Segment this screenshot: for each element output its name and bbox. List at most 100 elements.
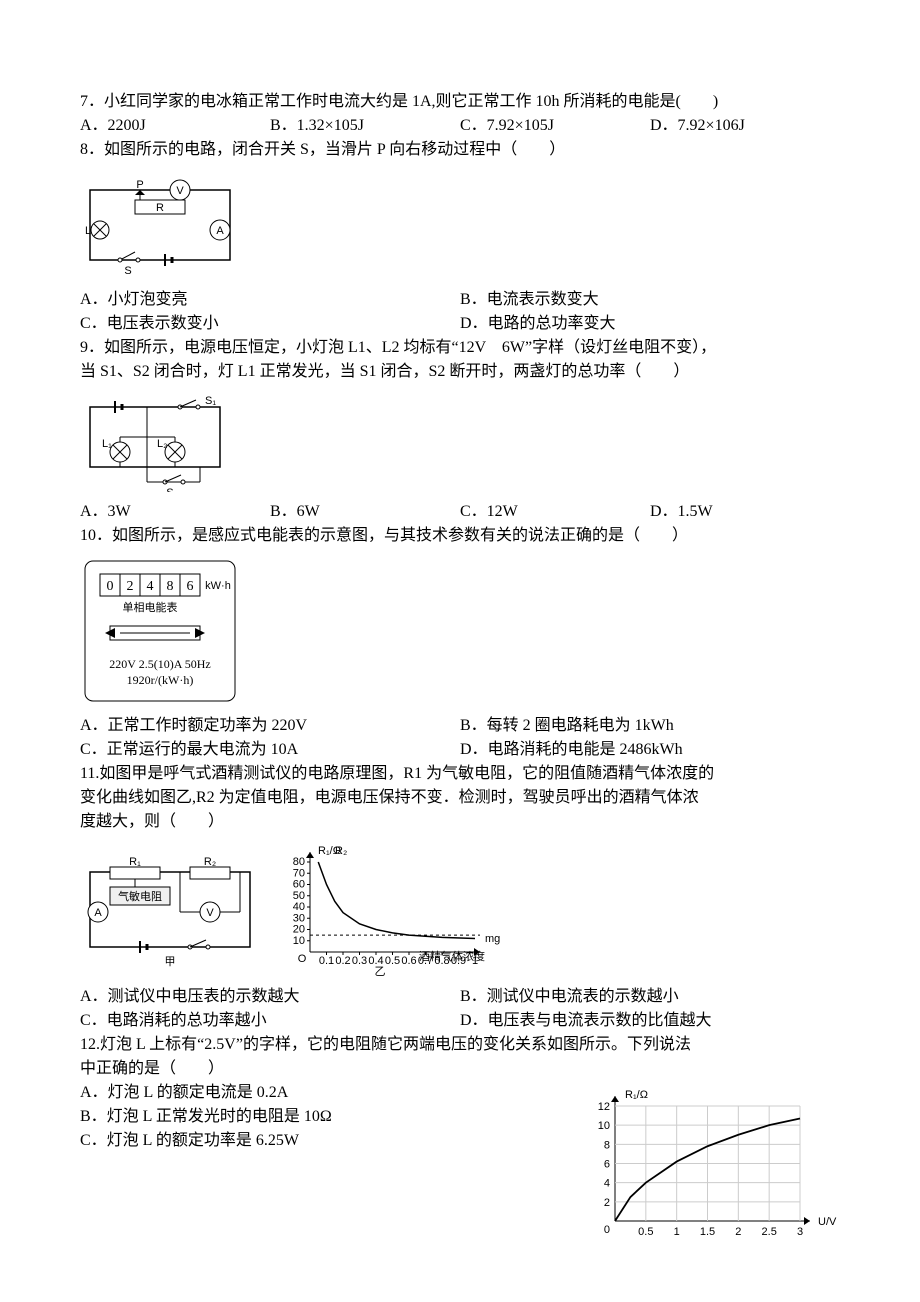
svg-text:R: R (156, 202, 164, 214)
q12-opt-a: A．灯泡 L 的额定电流是 0.2A (80, 1081, 580, 1105)
q11-figures: R₁ R₂ 气敏电阻 A V 甲 (80, 842, 840, 977)
svg-text:30: 30 (293, 912, 305, 924)
svg-text:P: P (136, 179, 143, 191)
q10-opt-a: A．正常工作时额定功率为 220V (80, 714, 460, 738)
svg-text:L₁: L₁ (102, 438, 112, 450)
q9-opt-a: A．3W (80, 500, 270, 524)
q11-stem-line1: 11.如图甲是呼气式酒精测试仪的电路原理图，R1 为气敏电阻，它的阻值随酒精气体… (80, 762, 840, 786)
svg-text:2: 2 (127, 579, 134, 594)
svg-text:2.5: 2.5 (762, 1226, 777, 1238)
svg-text:0.6: 0.6 (401, 955, 416, 967)
svg-text:mg/ml: mg/ml (485, 933, 500, 945)
svg-text:70: 70 (293, 867, 305, 879)
svg-text:V: V (176, 185, 184, 197)
svg-text:R₁: R₁ (129, 857, 141, 868)
q9-opt-d: D．1.5W (650, 500, 840, 524)
svg-text:U/V: U/V (818, 1216, 837, 1228)
q10-opt-d: D．电路消耗的电能是 2486kWh (460, 738, 840, 762)
q9-stem-line1: 9．如图所示，电源电压恒定，小灯泡 L1、L2 均标有“12V 6W”字样（设灯… (80, 336, 840, 360)
q10-opt-c: C．正常运行的最大电流为 10A (80, 738, 460, 762)
svg-text:R₂: R₂ (335, 845, 347, 857)
q8-opt-a: A．小灯泡变亮 (80, 288, 460, 312)
svg-text:酒精气体浓度: 酒精气体浓度 (419, 949, 485, 963)
q10-opt-b: B．每转 2 圈电路耗电为 1kWh (460, 714, 840, 738)
q11-figure-yi: R₁/Ω R₂ 1020304050607080 0.10.20.30.40.5… (280, 842, 500, 977)
svg-text:L: L (85, 225, 91, 237)
q12-opt-b: B．灯泡 L 正常发光时的电阻是 10Ω (80, 1105, 580, 1129)
svg-text:1.5: 1.5 (700, 1226, 715, 1238)
q11-stem-line3: 度越大，则（ ） (80, 810, 840, 834)
q12-stem-line1: 12.灯泡 L 上标有“2.5V”的字样，它的电阻随它两端电压的变化关系如图所示… (80, 1033, 840, 1057)
q9-stem-line2: 当 S1、S2 闭合时，灯 L1 正常发光，当 S1 闭合，S2 断开时，两盏灯… (80, 360, 840, 384)
svg-text:0.1: 0.1 (319, 955, 334, 967)
q8-opt-d: D．电路的总功率变大 (460, 312, 840, 336)
svg-text:2: 2 (735, 1226, 741, 1238)
q11-figure-jia: R₁ R₂ 气敏电阻 A V 甲 (80, 857, 260, 977)
q9-opt-b: B．6W (270, 500, 460, 524)
svg-text:2: 2 (604, 1197, 610, 1209)
svg-text:220V 2.5(10)A 50Hz: 220V 2.5(10)A 50Hz (109, 657, 210, 671)
svg-text:R₂: R₂ (204, 857, 216, 868)
svg-text:4: 4 (147, 579, 154, 594)
svg-text:50: 50 (293, 890, 305, 902)
q11-opt-c: C．电路消耗的总功率越小 (80, 1009, 460, 1033)
svg-text:单相电能表: 单相电能表 (123, 600, 178, 614)
svg-text:0.2: 0.2 (335, 955, 350, 967)
svg-text:6: 6 (604, 1159, 610, 1171)
svg-text:A: A (216, 225, 224, 237)
svg-text:40: 40 (293, 901, 305, 913)
svg-text:V: V (206, 907, 214, 919)
q10-stem: 10．如图所示，是感应式电能表的示意图，与其技术参数有关的说法正确的是（ ） (80, 524, 840, 548)
svg-text:1920r/(kW·h): 1920r/(kW·h) (127, 673, 194, 687)
q8-opt-b: B．电流表示数变大 (460, 288, 840, 312)
svg-text:A: A (94, 907, 102, 919)
q8-figure: V R P L A S (80, 170, 840, 280)
svg-text:S₁: S₁ (205, 395, 216, 407)
svg-text:O: O (298, 953, 307, 965)
svg-text:乙: 乙 (375, 965, 386, 977)
q7-opt-c: C．7.92×105J (460, 114, 650, 138)
svg-text:甲: 甲 (165, 956, 176, 968)
q11-opt-b: B．测试仪中电流表的示数越小 (460, 985, 840, 1009)
q7-options: A．2200J B．1.32×105J C．7.92×105J D．7.92×1… (80, 114, 840, 138)
q10-figure: 0 2 4 8 6 kW·h 单相电能表 220V 2.5(10)A 50Hz … (80, 556, 840, 706)
q10-options: A．正常工作时额定功率为 220V B．每转 2 圈电路耗电为 1kWh C．正… (80, 714, 840, 762)
svg-text:1: 1 (674, 1226, 680, 1238)
q12-chart: R₁/Ω U/V 0 0.511.522.53 24681012 (580, 1081, 840, 1249)
q12-stem-line2: 中正确的是（ ） (80, 1057, 840, 1081)
svg-text:S: S (124, 265, 131, 277)
svg-text:10: 10 (293, 935, 305, 947)
svg-text:0: 0 (604, 1224, 610, 1236)
svg-text:0: 0 (107, 579, 114, 594)
q8-opt-c: C．电压表示数变小 (80, 312, 460, 336)
svg-text:10: 10 (598, 1120, 610, 1132)
svg-text:气敏电阻: 气敏电阻 (118, 889, 162, 903)
q11-stem-line2: 变化曲线如图乙,R2 为定值电阻，电源电压保持不变．检测时，驾驶员呼出的酒精气体… (80, 786, 840, 810)
svg-text:60: 60 (293, 879, 305, 891)
q9-options: A．3W B．6W C．12W D．1.5W (80, 500, 840, 524)
document-page: 7．小红同学家的电冰箱正常工作时电流大约是 1A,则它正常工作 10h 所消耗的… (0, 0, 920, 1289)
q12-opt-c: C．灯泡 L 的额定功率是 6.25W (80, 1129, 580, 1153)
q9-figure: S₁ L₁ L₂ S₂ (80, 392, 840, 492)
svg-text:kW·h: kW·h (205, 580, 231, 592)
svg-text:0.5: 0.5 (638, 1226, 653, 1238)
q7-opt-a: A．2200J (80, 114, 270, 138)
svg-text:3: 3 (797, 1226, 803, 1238)
q7-stem: 7．小红同学家的电冰箱正常工作时电流大约是 1A,则它正常工作 10h 所消耗的… (80, 90, 840, 114)
q8-stem: 8．如图所示的电路，闭合开关 S，当滑片 P 向右移动过程中（ ） (80, 138, 840, 162)
svg-text:80: 80 (293, 856, 305, 868)
svg-text:8: 8 (167, 579, 174, 594)
svg-text:R₁/Ω: R₁/Ω (625, 1089, 648, 1101)
q7-opt-b: B．1.32×105J (270, 114, 460, 138)
svg-text:S₂: S₂ (166, 487, 178, 492)
q9-opt-c: C．12W (460, 500, 650, 524)
svg-text:4: 4 (604, 1178, 610, 1190)
q7-opt-d: D．7.92×106J (650, 114, 840, 138)
q11-opt-a: A．测试仪中电压表的示数越大 (80, 985, 460, 1009)
svg-text:6: 6 (187, 579, 194, 594)
svg-text:12: 12 (598, 1101, 610, 1113)
svg-text:0.3: 0.3 (352, 955, 367, 967)
q11-opt-d: D．电压表与电流表示数的比值越大 (460, 1009, 840, 1033)
svg-text:0.5: 0.5 (385, 955, 400, 967)
q11-options: A．测试仪中电压表的示数越大 B．测试仪中电流表的示数越小 C．电路消耗的总功率… (80, 985, 840, 1033)
